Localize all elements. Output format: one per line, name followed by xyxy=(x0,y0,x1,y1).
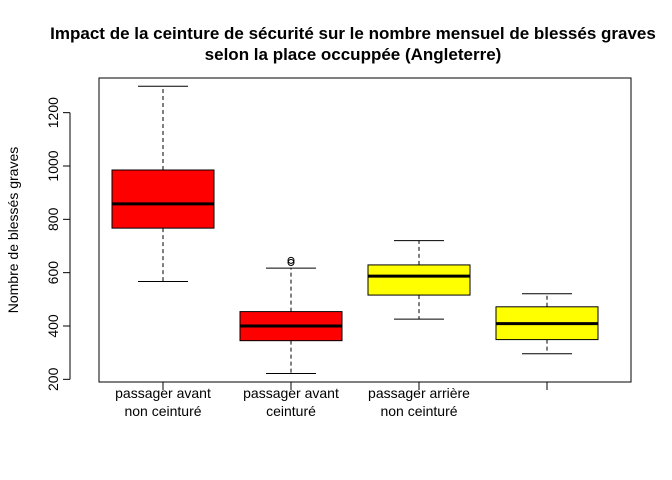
category-label: passager avant xyxy=(115,385,211,401)
y-tick-label: 600 xyxy=(45,261,61,285)
chart-title-line-2: selon la place occuppée (Angleterre) xyxy=(205,45,502,64)
outlier-point xyxy=(287,259,295,267)
category-label: ceinturé xyxy=(266,403,316,419)
y-axis-label: Nombre de blessés graves xyxy=(5,147,21,314)
box-group xyxy=(495,293,599,355)
y-tick-label: 1000 xyxy=(45,150,61,181)
category-label: passager arrière xyxy=(368,385,470,401)
box-group: passager avant ceinturé xyxy=(239,256,343,419)
box-group: passager avant non ceinturé xyxy=(111,85,215,419)
box xyxy=(367,264,471,296)
y-tick-label: 1200 xyxy=(45,97,61,128)
outlier-point xyxy=(287,256,295,264)
y-tick-label: 200 xyxy=(45,367,61,391)
category-label: non ceinturé xyxy=(380,403,457,419)
box xyxy=(111,169,215,229)
category-label: passager avant xyxy=(243,385,339,401)
plot-layer: 200 400 600 800 1000 1200 passager avant non ce… xyxy=(45,85,599,419)
category-label: non ceinturé xyxy=(124,403,201,419)
chart-title-line-1: Impact de la ceinture de sécurité sur le… xyxy=(50,24,656,43)
y-tick-label: 800 xyxy=(45,207,61,231)
box-group: passager arrière non ceinturé xyxy=(367,240,471,419)
y-tick-label: 400 xyxy=(45,314,61,338)
